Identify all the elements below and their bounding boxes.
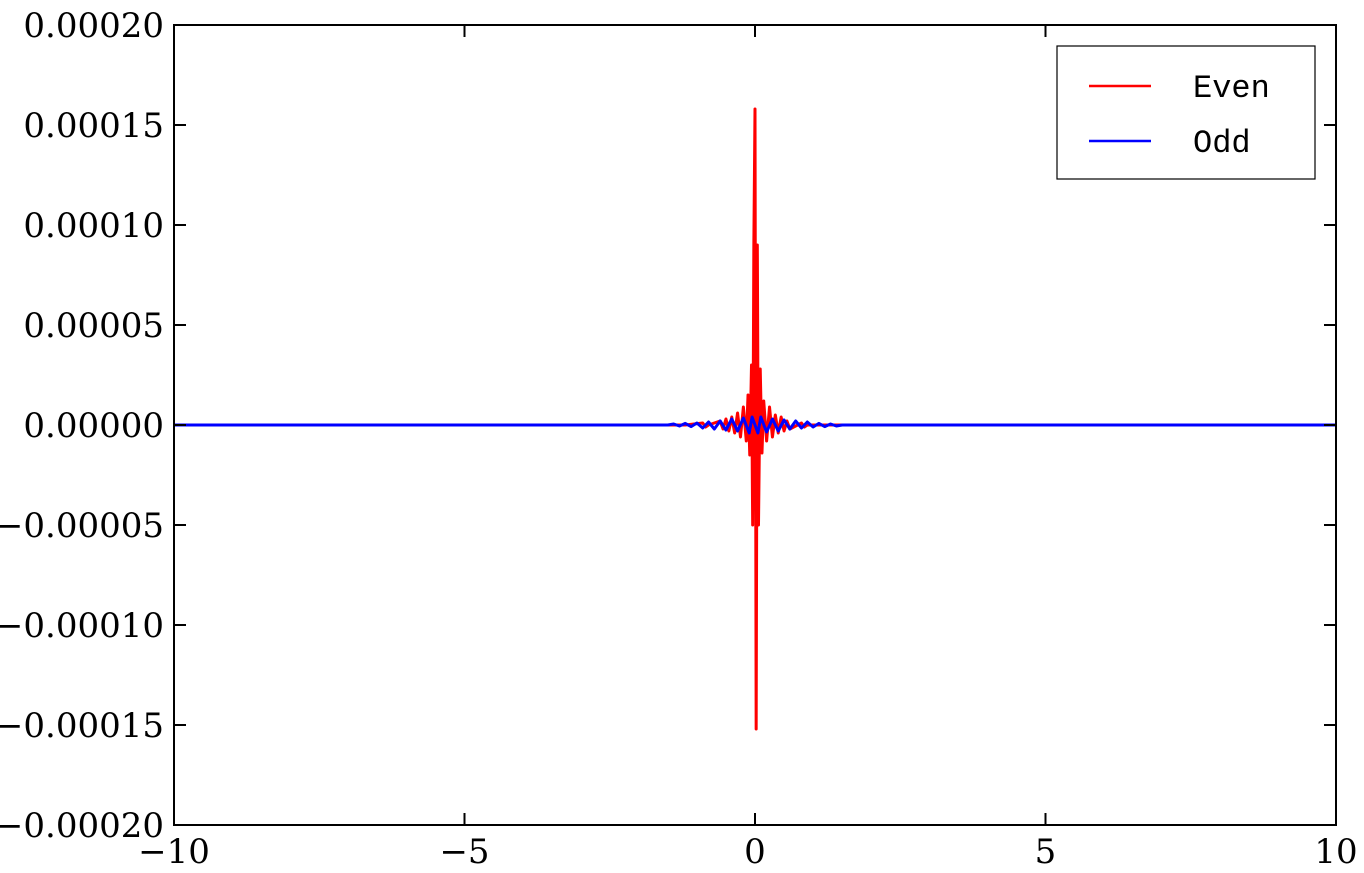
series-line-even — [174, 107, 1336, 731]
x-tick-label: 10 — [1314, 832, 1357, 872]
y-tick-label: −0.00020 — [0, 806, 164, 846]
x-tick-label: 0 — [744, 832, 766, 872]
y-tick-label: 0.00005 — [23, 306, 164, 346]
legend-label-odd: Odd — [1193, 125, 1251, 162]
y-tick-label: −0.00015 — [0, 706, 164, 746]
y-tick-label: 0.00020 — [23, 6, 164, 46]
series-layer — [174, 107, 1336, 731]
y-tick-label: 0.00000 — [23, 406, 164, 446]
legend-label-even: Even — [1193, 70, 1270, 107]
y-tick-label: −0.00010 — [0, 606, 164, 646]
series-line-odd — [174, 415, 1336, 435]
x-tick-label: −5 — [439, 832, 489, 872]
legend: Even Odd — [1056, 45, 1316, 180]
y-tick-label: −0.00005 — [0, 506, 164, 546]
plot-frame — [173, 24, 1337, 826]
y-tick-label: 0.00015 — [23, 106, 164, 146]
tick-labels-layer: −10 −5 0 5 10 0.00020 0.00015 0.00010 0.00005 0.0… — [0, 6, 1358, 872]
x-tick-label: −10 — [138, 832, 210, 872]
y-tick-label: 0.00010 — [23, 206, 164, 246]
x-tick-label: 5 — [1035, 832, 1057, 872]
legend-box — [1056, 45, 1316, 180]
